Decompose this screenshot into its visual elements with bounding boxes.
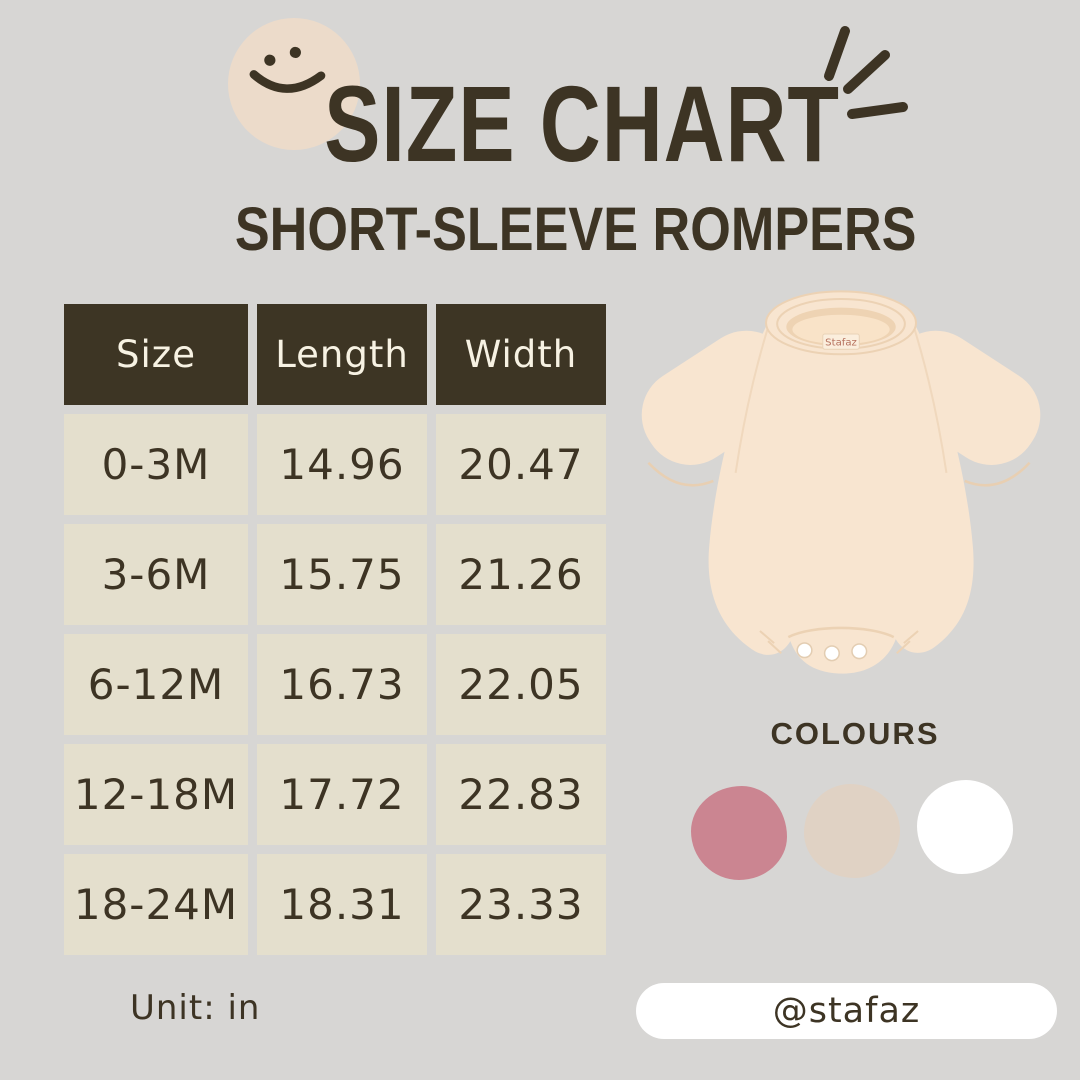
handle-pill: @stafaz	[636, 983, 1057, 1039]
table-cell: 15.75	[257, 524, 427, 625]
size-table-header-size: Size	[64, 304, 248, 405]
size-table-header-width: Width	[436, 304, 606, 405]
table-cell: 6-12M	[64, 634, 248, 735]
brand-tag-text: Stafaz	[825, 338, 857, 349]
table-cell: 22.83	[436, 744, 606, 845]
table-cell: 23.33	[436, 854, 606, 955]
table-cell: 0-3M	[64, 414, 248, 515]
table-cell: 18.31	[257, 854, 427, 955]
table-cell: 12-18M	[64, 744, 248, 845]
romper-body	[708, 308, 974, 674]
size-table-header-length: Length	[257, 304, 427, 405]
romper-product-image: Stafaz	[616, 270, 1062, 696]
social-handle: @stafaz	[772, 991, 921, 1031]
table-cell: 3-6M	[64, 524, 248, 625]
table-cell: 20.47	[436, 414, 606, 515]
swatch-white	[917, 780, 1013, 874]
swatch-cream-beige	[804, 784, 900, 878]
romper-neck-tag: Stafaz	[822, 333, 860, 350]
page-title: SIZE CHART	[324, 64, 840, 185]
table-cell: 21.26	[436, 524, 606, 625]
unit-note: Unit: in	[130, 988, 261, 1028]
table-cell: 17.72	[257, 744, 427, 845]
table-cell: 18-24M	[64, 854, 248, 955]
swatch-rose-pink	[691, 786, 787, 880]
colours-heading: COLOURS	[770, 716, 940, 751]
size-table: Size Length Width 0-3M 14.96 20.47 3-6M …	[64, 304, 606, 955]
table-cell: 14.96	[257, 414, 427, 515]
smiley-face-icon	[226, 16, 366, 156]
table-cell: 16.73	[257, 634, 427, 735]
page-subtitle: SHORT-SLEEVE ROMPERS	[235, 195, 917, 264]
table-cell: 22.05	[436, 634, 606, 735]
crotch-snaps	[796, 642, 868, 662]
sparkle-strokes-icon	[818, 24, 918, 128]
colour-swatches	[691, 780, 1013, 880]
